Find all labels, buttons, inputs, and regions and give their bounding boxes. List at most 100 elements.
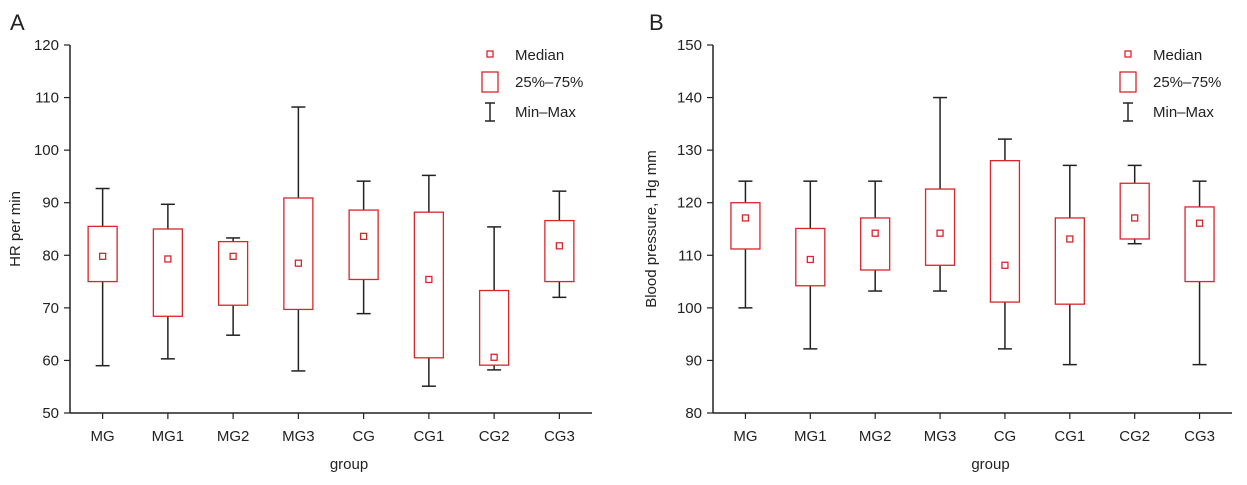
y-tick-label: 120 — [34, 37, 59, 54]
y-tick-label: 50 — [42, 405, 59, 422]
box-group-cg2 — [1119, 164, 1150, 245]
x-tick-label: MG1 — [794, 428, 827, 445]
y-tick-label: 130 — [677, 142, 702, 159]
x-tick-label: MG — [733, 428, 757, 445]
box-group-mg — [730, 180, 761, 309]
legend-box-marker — [481, 71, 499, 93]
median-marker — [806, 255, 814, 264]
y-tick-label: 80 — [685, 405, 702, 422]
median-marker — [98, 252, 107, 260]
median-marker — [741, 214, 750, 222]
iqr-box — [730, 202, 761, 250]
median-marker — [164, 255, 172, 263]
iqr-box — [348, 209, 379, 281]
legend-box-marker — [1119, 71, 1137, 93]
panel-label: A — [10, 10, 25, 35]
median-marker — [1195, 219, 1204, 227]
box-group-cg1 — [1054, 164, 1085, 366]
legend-box-label: 25%–75% — [1153, 74, 1221, 91]
x-tick-label: MG — [91, 428, 115, 445]
box-group-mg3 — [283, 106, 314, 372]
y-axis-title: Blood pressure, Hg mm — [643, 150, 660, 308]
median-marker — [555, 242, 564, 250]
y-tick-label: 140 — [677, 90, 702, 107]
x-tick-label: MG2 — [217, 428, 250, 445]
iqr-box — [413, 211, 445, 359]
box-group-mg1 — [795, 180, 826, 350]
iqr-box — [544, 219, 575, 283]
iqr-box — [795, 227, 826, 287]
x-axis-title: group — [971, 456, 1009, 473]
box-group-mg2 — [860, 180, 891, 292]
y-tick-label: 70 — [42, 300, 59, 317]
box-group-mg2 — [217, 237, 249, 336]
legend-median-label: Median — [1153, 47, 1202, 64]
median-marker — [294, 259, 303, 267]
legend-range-label: Min–Max — [515, 104, 576, 121]
iqr-box — [1184, 206, 1215, 283]
iqr-box — [87, 225, 118, 283]
box-group-cg2 — [478, 226, 510, 371]
x-tick-label: MG1 — [152, 428, 185, 445]
iqr-box — [478, 289, 510, 366]
legend-median-label: Median — [515, 47, 564, 64]
median-marker — [871, 229, 879, 237]
x-tick-label: CG — [352, 428, 375, 445]
x-tick-label: MG3 — [924, 428, 957, 445]
median-marker — [490, 353, 498, 361]
box-group-cg — [989, 138, 1021, 350]
box-group-mg — [87, 187, 118, 367]
legend-median-marker — [1124, 50, 1132, 58]
median-marker — [425, 275, 433, 284]
y-tick-label: 60 — [42, 352, 59, 369]
box-group-cg — [348, 180, 379, 315]
y-tick-label: 110 — [678, 247, 702, 264]
iqr-box — [1119, 182, 1150, 240]
iqr-box — [283, 197, 314, 311]
median-marker — [359, 232, 368, 241]
y-tick-label: 80 — [42, 247, 59, 264]
legend-median-marker — [486, 50, 494, 58]
median-marker — [1001, 261, 1009, 269]
box-group-mg1 — [152, 203, 184, 360]
x-tick-label: MG3 — [282, 428, 315, 445]
iqr-box — [1054, 217, 1085, 305]
legend: Median 25%–75% Min–Max — [481, 47, 583, 122]
x-axis-title: group — [330, 456, 368, 473]
median-marker — [229, 252, 237, 260]
median-marker — [1066, 235, 1074, 243]
x-tick-label: CG — [994, 428, 1017, 445]
box-group-cg1 — [413, 174, 445, 387]
box-group-mg3 — [924, 96, 956, 292]
x-tick-label: CG3 — [1184, 428, 1215, 445]
legend-range-label: Min–Max — [1153, 104, 1214, 121]
y-tick-label: 110 — [35, 90, 59, 107]
median-marker — [1131, 214, 1139, 222]
iqr-box — [217, 240, 249, 306]
x-tick-label: CG3 — [544, 428, 575, 445]
median-marker — [936, 229, 944, 237]
iqr-box — [152, 228, 184, 317]
x-tick-label: CG2 — [1119, 428, 1150, 445]
x-tick-label: MG2 — [859, 428, 892, 445]
y-tick-label: 100 — [677, 300, 702, 317]
legend: Median 25%–75% Min–Max — [1119, 47, 1221, 122]
y-tick-label: 90 — [42, 195, 59, 212]
y-tick-label: 120 — [677, 195, 702, 212]
x-tick-label: CG1 — [413, 428, 444, 445]
iqr-box — [860, 217, 891, 271]
panel-a: A 50 60 70 80 90 100 110 120 MG MG1 MG2 MG3 CG CG1 CG2 C… — [7, 10, 592, 473]
y-tick-label: 150 — [677, 37, 702, 54]
y-axis-title: HR per min — [7, 191, 24, 267]
box-group-cg3 — [544, 190, 575, 299]
x-tick-label: CG2 — [479, 428, 510, 445]
y-tick-label: 100 — [34, 142, 59, 159]
box-group-cg3 — [1184, 180, 1215, 366]
x-tick-label: CG1 — [1054, 428, 1085, 445]
y-tick-label: 90 — [685, 352, 702, 369]
panel-label: B — [649, 10, 664, 35]
iqr-box — [989, 160, 1021, 303]
legend-box-label: 25%–75% — [515, 74, 583, 91]
